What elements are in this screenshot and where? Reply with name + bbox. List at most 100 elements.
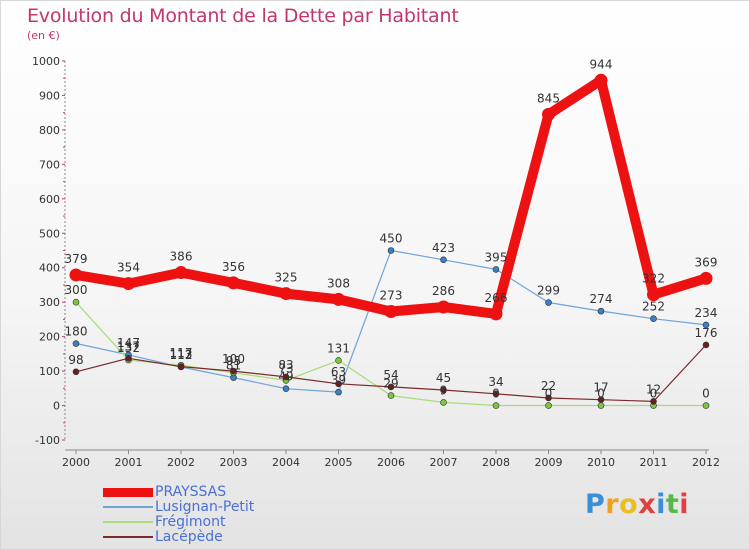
data-label: 0 [702,387,710,401]
y-tick-label: 400 [39,262,60,275]
data-point [384,304,398,318]
y-tick-label: 600 [39,193,60,206]
data-point [72,340,80,347]
data-label: 98 [68,353,83,367]
series-line-prayssas [71,75,711,319]
data-label: 944 [590,57,613,71]
data-point [282,385,290,392]
logo-letter: o [619,489,639,520]
data-label: 379 [65,252,88,266]
data-label: 266 [485,291,508,305]
data-point [72,368,80,376]
data-point [492,402,500,409]
proxiti-logo: Proxiti [585,489,689,520]
data-label: 356 [222,260,245,274]
data-label: 286 [432,284,455,298]
data-label: 0 [492,387,500,401]
data-label: 274 [590,292,613,306]
data-label: 299 [537,284,560,298]
data-point [489,307,503,321]
data-point [542,107,555,121]
x-tick-label: 2002 [167,456,195,469]
data-point [387,247,395,254]
data-point [597,402,605,409]
data-label: 386 [170,250,193,264]
data-label: 234 [695,306,718,320]
data-label: 0 [545,387,553,401]
x-tick-label: 2004 [272,456,300,469]
data-point [332,292,345,306]
x-tick-label: 2005 [325,456,353,469]
data-point [440,386,447,394]
y-tick-label: 500 [39,227,60,240]
data-label: 112 [170,348,193,362]
legend-label: PRAYSSAS [155,484,227,500]
data-label: 450 [380,232,403,246]
data-label: 176 [695,326,718,340]
data-label: 308 [327,276,350,290]
data-label: 22 [541,379,556,393]
legend-label: Frégimont [155,514,226,530]
x-tick-label: 2012 [692,456,720,469]
data-point [335,388,342,396]
data-label: 117 [170,346,193,360]
data-label: 73 [278,361,293,375]
data-point [545,402,552,409]
data-label: 845 [537,91,560,105]
data-point [72,298,80,306]
y-tick-label: 300 [39,296,60,309]
logo-letter: t [665,489,680,520]
data-point [125,355,132,362]
x-tick-label: 2009 [535,456,563,469]
legend-label: Lusignan-Petit [155,499,255,515]
y-tick-label: 800 [39,124,60,137]
logo-letter: i [679,489,690,520]
data-point [282,373,290,381]
data-point [335,357,342,364]
x-tick-label: 2011 [640,456,668,469]
data-label: 95 [226,354,241,368]
data-label: 100 [222,352,245,366]
data-point [440,399,447,406]
data-point [174,266,188,280]
data-point [594,73,608,87]
data-label: 49 [278,370,293,384]
data-label: 147 [117,336,140,350]
data-point [227,276,240,290]
data-point [69,268,83,282]
logo-letter: x [638,489,657,520]
legend-swatch [103,521,153,523]
x-tick-label: 2008 [482,456,510,469]
data-point [545,299,552,306]
y-tick-label: -100 [35,434,60,447]
chart-title: Evolution du Montant de la Dette par Hab… [27,5,459,27]
legend-swatch [103,506,153,508]
data-label: 273 [380,288,403,302]
data-label: 17 [593,381,608,395]
data-point [702,321,710,329]
x-tick-label: 2001 [115,456,143,469]
data-label: 252 [642,300,665,314]
chart-subtitle: (en €) [27,29,60,42]
logo-letter: P [585,489,606,520]
x-tick-label: 2010 [587,456,615,469]
data-label: 34 [488,375,503,389]
data-point [335,380,342,388]
data-label: 132 [117,341,140,355]
data-point [230,367,237,375]
data-point [650,398,657,405]
logo-letter: i [656,489,666,520]
data-label: 9 [440,383,448,397]
legend-swatch [103,536,153,538]
data-point [647,288,660,302]
y-tick-label: 100 [39,365,60,378]
y-tick-label: 900 [39,89,60,102]
data-point [122,277,135,291]
data-label: 137 [117,339,140,353]
axes: -100010020030040050060070080090010002000… [32,55,720,469]
data-point [702,402,710,409]
data-label: 29 [383,377,398,391]
data-point [387,392,395,399]
